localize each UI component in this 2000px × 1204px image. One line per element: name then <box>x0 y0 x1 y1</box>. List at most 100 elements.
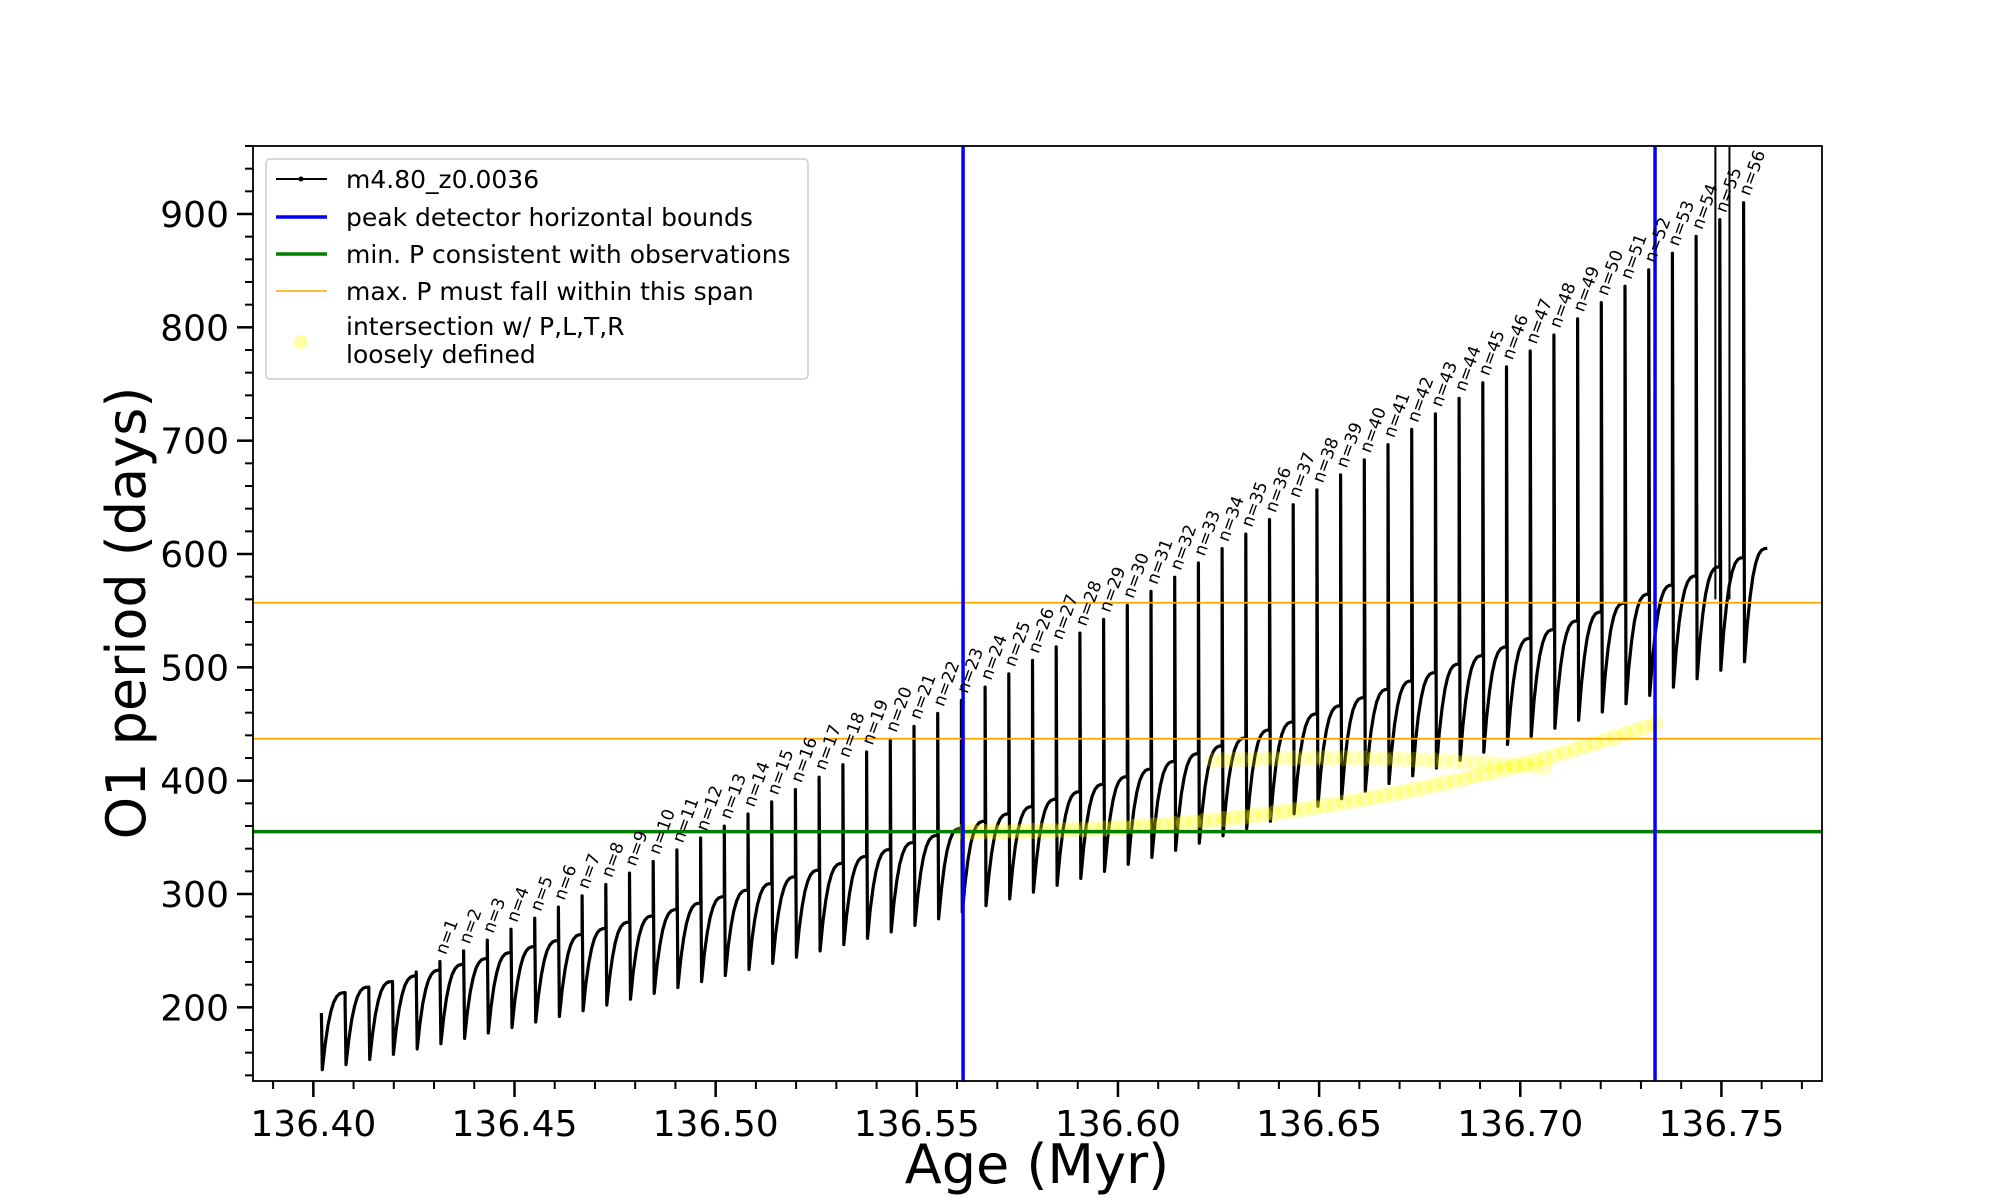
intersection-point <box>1456 753 1473 770</box>
legend-label-bounds: peak detector horizontal bounds <box>346 203 753 232</box>
intersection-point <box>1376 787 1393 804</box>
intersection-point <box>1275 803 1292 820</box>
x-tick-label: 136.40 <box>250 1104 376 1145</box>
intersection-point <box>1546 747 1563 764</box>
intersection-point <box>1215 752 1232 769</box>
x-axis-label: Age (Myr) <box>905 1133 1170 1196</box>
intersection-point <box>1576 738 1593 755</box>
intersection-point <box>1265 750 1282 767</box>
intersection-point <box>1265 805 1282 822</box>
intersection-point <box>1205 812 1222 829</box>
intersection-point <box>1436 752 1453 769</box>
intersection-point <box>1626 722 1643 739</box>
intersection-point <box>1306 799 1323 816</box>
legend-label-max-period: max. P must fall within this span <box>346 277 754 306</box>
intersection-point <box>1286 802 1303 819</box>
intersection-point <box>1245 807 1262 824</box>
intersection-point <box>1175 814 1192 831</box>
legend-label-min-period: min. P consistent with observations <box>346 240 791 269</box>
intersection-point <box>1406 781 1423 798</box>
intersection-point <box>1225 751 1242 768</box>
intersection-point <box>1306 750 1323 767</box>
intersection-point <box>1145 817 1162 834</box>
intersection-point <box>1296 750 1313 767</box>
intersection-point <box>1356 750 1373 767</box>
intersection-point <box>1255 750 1272 767</box>
intersection-point <box>1426 777 1443 794</box>
intersection-point <box>1396 783 1413 800</box>
intersection-point <box>1346 792 1363 809</box>
intersection-point <box>1316 797 1333 814</box>
intersection-point <box>1326 750 1343 767</box>
legend-intersection-dot <box>294 335 308 349</box>
legend-box <box>265 158 809 380</box>
intersection-point <box>1065 821 1082 838</box>
axis-ticks: 136.40 136.45 136.50 136.55 136.60 136.65 136.… <box>160 145 1803 1145</box>
y-tick-label: 700 <box>160 422 229 463</box>
intersection-point <box>1496 756 1513 773</box>
intersection-point <box>1416 752 1433 769</box>
intersection-point <box>1275 750 1292 767</box>
intersection-point <box>1446 772 1463 789</box>
intersection-point <box>1506 757 1523 774</box>
intersection-point <box>1516 755 1533 772</box>
intersection-point <box>1245 751 1262 768</box>
intersection-point <box>1556 744 1573 761</box>
intersection-point <box>1336 794 1353 811</box>
legend-track-marker <box>298 176 304 182</box>
intersection-point <box>1255 806 1272 823</box>
intersection-point <box>1396 751 1413 768</box>
intersection-point <box>1436 775 1453 792</box>
track-line <box>319 201 1768 1072</box>
intersection-point <box>1486 763 1503 780</box>
intersection-point <box>1165 815 1182 832</box>
intersection-point <box>1406 751 1423 768</box>
intersection-point <box>1195 813 1212 830</box>
intersection-point <box>1466 754 1483 771</box>
intersection-point <box>1215 811 1232 828</box>
intersection-point <box>1596 732 1613 749</box>
intersection-point <box>1536 759 1553 776</box>
intersection-point <box>1155 816 1172 833</box>
intersection-point <box>1235 808 1252 825</box>
intersection-point <box>1346 750 1363 767</box>
intersection-point <box>1235 751 1252 768</box>
x-tick-label: 136.50 <box>653 1104 779 1145</box>
legend-label-intersection-2: loosely defined <box>346 340 536 369</box>
y-tick-label: 400 <box>160 762 229 803</box>
x-tick-label: 136.55 <box>854 1104 980 1145</box>
intersection-point <box>1466 768 1483 785</box>
intersection-point <box>1336 750 1353 767</box>
legend-label-intersection: intersection w/ P,L,T,R <box>346 312 625 341</box>
intersection-point <box>1496 760 1513 777</box>
y-tick-label: 800 <box>160 308 229 349</box>
intersection-point <box>1606 729 1623 746</box>
x-tick-label: 136.75 <box>1658 1104 1784 1145</box>
intersection-point <box>1416 779 1433 796</box>
intersection-point <box>1446 753 1463 770</box>
x-tick-label: 136.60 <box>1055 1104 1181 1145</box>
intersection-point <box>1296 800 1313 817</box>
x-tick-label: 136.45 <box>452 1104 578 1145</box>
intersection-point <box>1286 750 1303 767</box>
intersection-point <box>1225 810 1242 827</box>
x-tick-label: 136.65 <box>1256 1104 1382 1145</box>
intersection-point <box>1185 814 1202 831</box>
intersection-point <box>1476 755 1493 772</box>
intersection-point <box>1637 719 1654 736</box>
intersection-point <box>1386 751 1403 768</box>
intersection-point <box>1386 785 1403 802</box>
intersection-point <box>1516 757 1533 774</box>
intersection-point <box>1316 750 1333 767</box>
intersection-point <box>1356 791 1373 808</box>
intersection-point <box>1536 750 1553 767</box>
intersection-point <box>1486 755 1503 772</box>
legend: m4.80_z0.0036 peak detector horizontal b… <box>265 158 809 380</box>
intersection-point <box>1566 741 1583 758</box>
y-tick-label: 600 <box>160 535 229 576</box>
intersection-point <box>1526 758 1543 775</box>
intersection-point <box>1426 752 1443 769</box>
intersection-point <box>1476 765 1493 782</box>
